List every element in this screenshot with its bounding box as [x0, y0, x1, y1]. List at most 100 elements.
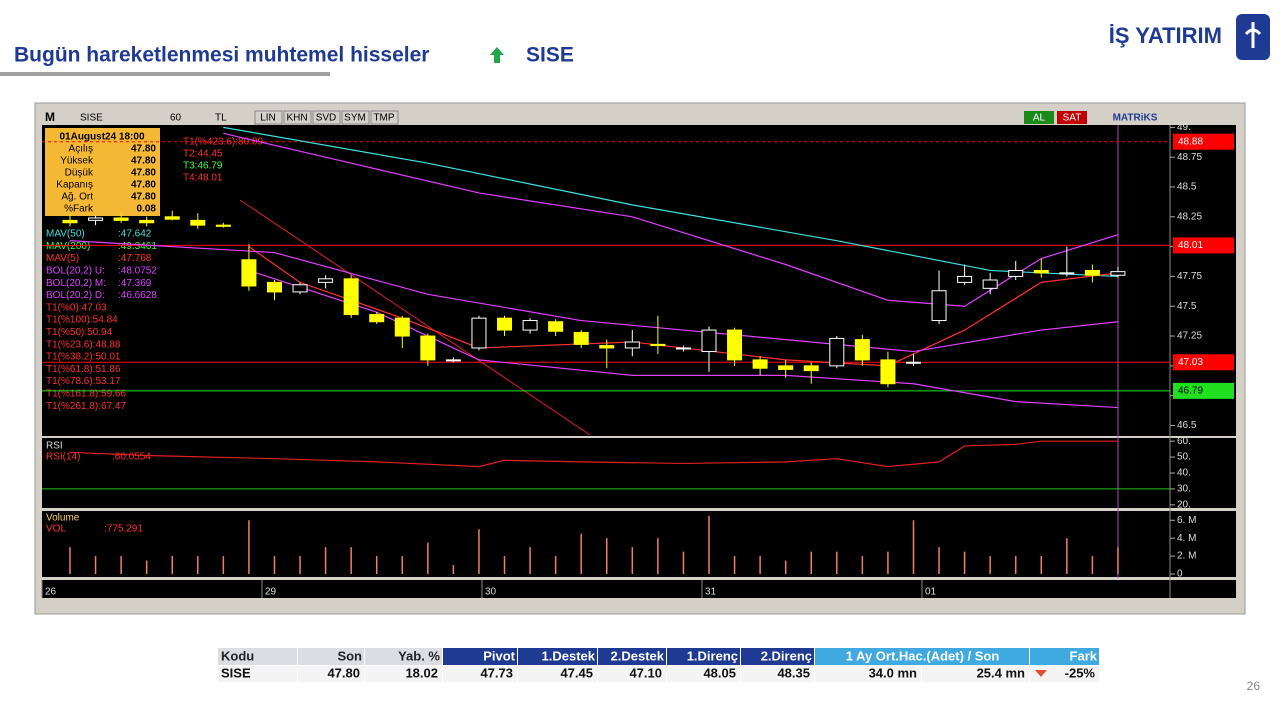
table-value: 47.45	[560, 665, 593, 680]
info-label: Kapanış	[56, 180, 93, 191]
x-tick-label: 01	[925, 587, 937, 598]
table-cell	[922, 666, 1029, 682]
candle-body	[650, 343, 666, 347]
fib-level: T1(%261.8):67.47	[46, 401, 126, 412]
table-header-cell	[365, 648, 442, 665]
volume-tick-label: 6. M	[1177, 515, 1196, 526]
candle-body	[266, 281, 282, 293]
title: Bugün hareketlenmesi muhtemel hisseler	[14, 44, 429, 67]
logo: İŞ YATIRIM	[1109, 23, 1222, 48]
table-value: SISE	[221, 665, 251, 680]
candle-body	[905, 361, 921, 364]
candle-body	[599, 345, 615, 349]
indicator-value: :47.642	[118, 229, 152, 240]
symbol: SISE	[526, 44, 574, 67]
toolbar-button-label: SYM	[344, 113, 366, 124]
volume-panel	[42, 511, 1236, 577]
candle-body	[752, 359, 768, 369]
sell-button	[1057, 111, 1087, 124]
candle-body	[982, 279, 998, 289]
info-value: 47.80	[131, 180, 156, 191]
rsi-tick-label: 40.	[1177, 468, 1191, 479]
table-cell	[1030, 666, 1099, 682]
candle-body	[1110, 271, 1126, 276]
candle-body	[139, 219, 155, 224]
table-header-cell	[298, 648, 364, 665]
candle-body	[190, 219, 206, 226]
candle-body	[701, 329, 717, 353]
table-header: Son	[337, 648, 362, 663]
toolbar-button-label: LIN	[260, 113, 276, 124]
info-label: Düşük	[65, 168, 94, 179]
y-tick-label: 48.25	[1177, 211, 1202, 222]
fib-level: T1(%100):54.84	[46, 315, 118, 326]
table-value: 34.0 mn	[869, 665, 917, 680]
candle-body	[957, 275, 973, 283]
volume-tick-label: 2. M	[1177, 551, 1196, 562]
toolbar-button[interactable]	[254, 110, 283, 125]
price-tag	[1173, 382, 1234, 399]
toolbar-period: 60	[170, 113, 182, 124]
info-label: Yüksek	[60, 156, 94, 167]
info-value: 47.80	[131, 144, 156, 155]
candle-body	[445, 359, 461, 362]
price-tag	[1173, 133, 1234, 150]
trend-line	[239, 199, 591, 436]
info-value: 0.08	[137, 204, 157, 215]
level-annotation: T3:46.79	[183, 161, 223, 172]
candle-body	[778, 365, 794, 370]
indicator-line	[248, 269, 1118, 409]
table-cell	[598, 666, 666, 682]
candle-body	[343, 278, 359, 316]
volume-title: Volume	[46, 513, 80, 524]
table-cell	[667, 666, 740, 682]
table-value: 47.80	[327, 665, 360, 680]
info-value: 47.80	[131, 192, 156, 203]
y-tick-label: 47.5	[1177, 301, 1197, 312]
toolbar-logo: M	[45, 110, 55, 124]
y-tick-label: 48.5	[1177, 182, 1197, 193]
y-tick-label: 49.	[1177, 122, 1191, 133]
x-tick-label: 31	[705, 587, 717, 598]
volume-value: :775.291	[104, 524, 143, 535]
table-header: 1 Ay Ort.Hac.(Adet) / Son	[846, 648, 1000, 663]
indicator-name: BOL(20,2) U:	[46, 266, 105, 277]
table-value: -25%	[1065, 665, 1096, 680]
volume-tick-label: 0	[1177, 569, 1183, 580]
toolbar-button[interactable]	[370, 110, 399, 125]
candle-body	[241, 259, 257, 287]
candle-body	[215, 224, 231, 227]
fib-level: T1(%161.8):59.66	[46, 389, 126, 400]
candle-body	[88, 217, 104, 221]
table-header-cell	[1030, 648, 1099, 665]
level-annotation: T2:44.45	[183, 149, 223, 160]
price-tag-label: 48.01	[1178, 240, 1203, 251]
candle-body	[1033, 269, 1049, 274]
table-header: 2.Direnç	[761, 648, 812, 663]
x-tick-label: 29	[265, 587, 277, 598]
toolbar-currency: TL	[215, 113, 227, 124]
info-value: 47.80	[131, 156, 156, 167]
toolbar-button-label: TMP	[373, 113, 394, 124]
level-annotation: T4:48.01	[183, 173, 223, 184]
candle-body	[829, 337, 845, 367]
toolbar-button[interactable]	[283, 110, 312, 125]
table-header: 1.Direnç	[687, 648, 738, 663]
underline	[0, 72, 330, 76]
info-label: %Fark	[64, 204, 94, 215]
toolbar-button[interactable]	[312, 110, 341, 125]
toolbar-button[interactable]	[341, 110, 370, 125]
table-header: Pivot	[483, 648, 515, 663]
toolbar-symbol: SISE	[80, 113, 103, 124]
table-value: 47.73	[480, 665, 513, 680]
rsi-panel	[42, 438, 1236, 508]
y-tick-label: 46.5	[1177, 420, 1197, 431]
candle-body	[573, 331, 589, 345]
candle-body	[675, 347, 691, 350]
indicator-name: BOL(20,2) D:	[46, 290, 105, 301]
x-tick-label: 26	[45, 587, 57, 598]
indicator-value: :48.0752	[118, 266, 157, 277]
table-cell	[815, 666, 921, 682]
rsi-tick-label: 20.	[1177, 499, 1191, 510]
logo-glyph	[1244, 22, 1262, 48]
